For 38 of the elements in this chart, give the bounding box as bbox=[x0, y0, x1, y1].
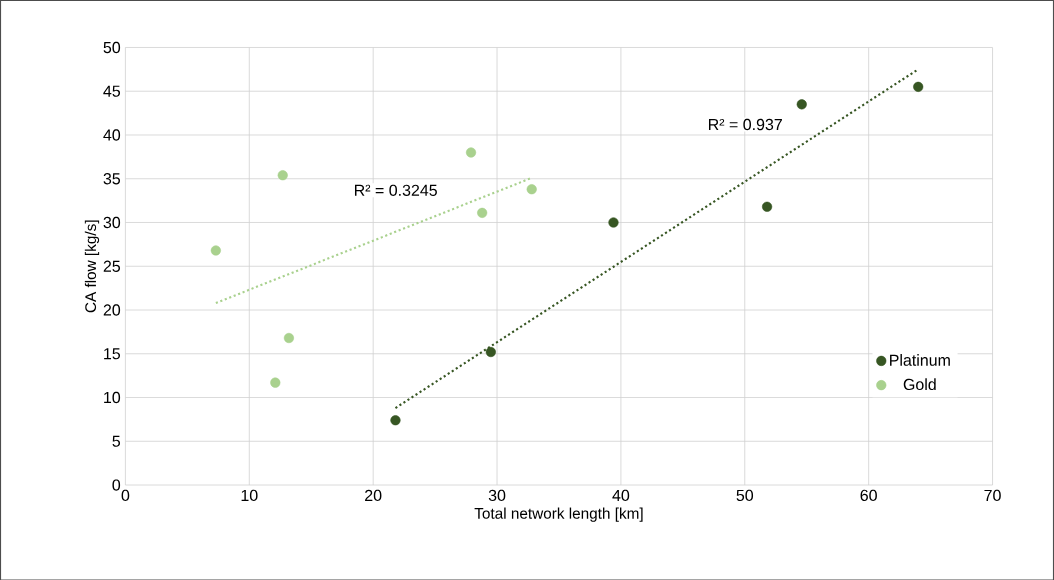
y-tick-label: 50 bbox=[103, 41, 121, 53]
y-tick-label: 45 bbox=[103, 85, 121, 97]
y-tick-label: 10 bbox=[104, 391, 121, 403]
x-tick-label: 20 bbox=[365, 489, 382, 501]
annotation: R² = 0.3245 bbox=[354, 184, 437, 196]
point bbox=[277, 169, 288, 181]
point bbox=[913, 81, 924, 92]
point bbox=[477, 207, 488, 218]
point bbox=[796, 99, 807, 110]
point bbox=[762, 201, 773, 212]
x-tick-label: 0 bbox=[121, 489, 130, 501]
x-tick-label: 60 bbox=[860, 489, 877, 501]
point bbox=[485, 346, 496, 357]
point bbox=[608, 217, 619, 228]
point bbox=[210, 245, 221, 256]
y-tick-label: 40 bbox=[103, 129, 121, 141]
point bbox=[270, 377, 281, 388]
legend-label: Platinum bbox=[890, 353, 950, 366]
x-tick-label: 40 bbox=[612, 489, 630, 501]
point bbox=[283, 332, 294, 343]
x-tick-label: 70 bbox=[984, 489, 1001, 501]
point bbox=[465, 147, 477, 158]
x-tick-label: 10 bbox=[241, 489, 258, 501]
y-tick-label: 0 bbox=[112, 479, 121, 491]
point bbox=[526, 183, 537, 195]
y-tick-label: 5 bbox=[112, 435, 121, 447]
y-axis-title: CA flow [kg/s] bbox=[84, 220, 100, 313]
x-axis-title: Total network length [km] bbox=[474, 507, 643, 522]
legend-label: Gold bbox=[903, 378, 936, 390]
y-tick-label: 20 bbox=[103, 304, 121, 316]
x-tick-label: 50 bbox=[736, 489, 754, 501]
y-tick-label: 30 bbox=[103, 216, 121, 228]
annotation: R² = 0.937 bbox=[708, 118, 782, 130]
y-tick-label: 25 bbox=[103, 260, 121, 272]
x-tick-label: 30 bbox=[488, 489, 506, 501]
y-tick-label: 15 bbox=[104, 347, 121, 360]
y-tick-label: 35 bbox=[103, 172, 121, 185]
point bbox=[390, 414, 401, 426]
